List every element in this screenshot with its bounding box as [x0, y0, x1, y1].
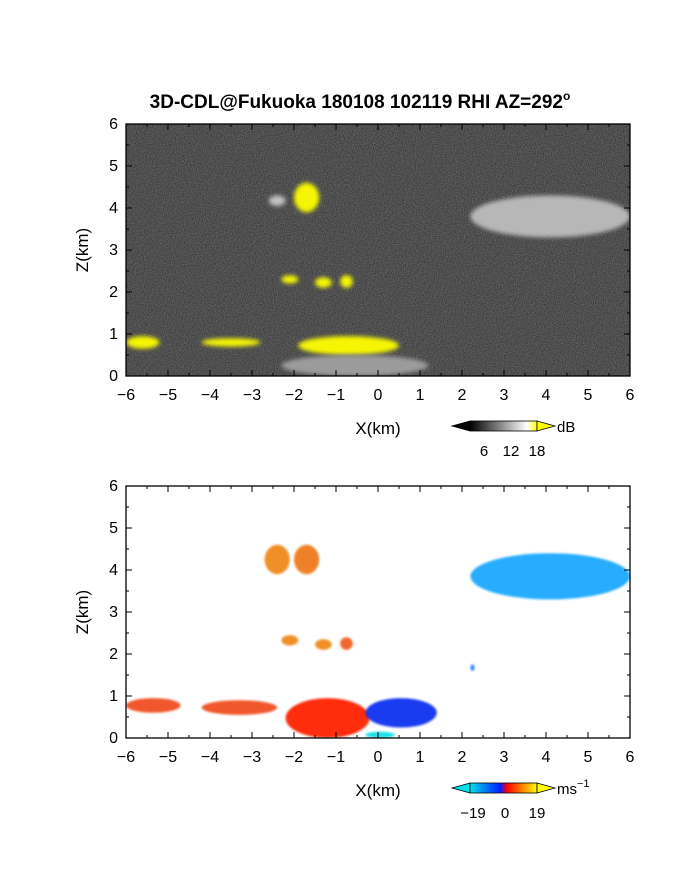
x-tick-label: −3 [243, 749, 261, 766]
echo-region [470, 553, 630, 600]
colorbar-max-arrow [536, 782, 557, 794]
x-tick-label: 2 [458, 749, 467, 766]
colorbar-tick-label: 0 [501, 805, 509, 822]
reflectivity-panel: 3D-CDL@Fukuoka 180108 102119 RHI AZ=292o… [73, 89, 635, 460]
x-tick-label: 0 [374, 749, 383, 766]
x-tick-label: 2 [458, 387, 467, 404]
x-tick-label: −6 [117, 749, 135, 766]
colorbar-unit: ms−1 [557, 778, 590, 798]
y-tick-label: 3 [109, 604, 118, 621]
x-axis-label: X(km) [355, 781, 400, 800]
x-tick-label: 6 [626, 387, 635, 404]
x-tick-label: 3 [500, 387, 509, 404]
y-tick-label: 2 [109, 646, 118, 663]
echo-region [201, 700, 278, 715]
echo-region [365, 698, 437, 728]
colorbar-tick-label: −19 [460, 805, 485, 822]
x-tick-label: 1 [416, 749, 425, 766]
x-tick-label: 4 [542, 387, 551, 404]
echo-region [340, 637, 353, 650]
x-tick-label: −6 [117, 387, 135, 404]
colorbar-tick-label: 18 [529, 443, 546, 460]
axes: −6 −5 −4 −3 −2 −1 0 1 2 3 4 5 6 0 1 2 3 4 5 6 [109, 116, 634, 404]
y-tick-label: 5 [109, 520, 118, 537]
x-tick-label: 4 [542, 749, 551, 766]
echo-region [470, 195, 630, 238]
y-tick-label: 4 [109, 562, 118, 579]
echo-region [126, 698, 181, 713]
echo-region [315, 277, 332, 288]
x-tick-label: 5 [584, 387, 593, 404]
colorbar-tick-label: 12 [503, 443, 520, 460]
echo-region [315, 639, 332, 650]
x-tick-label: −4 [201, 749, 219, 766]
y-tick-label: 4 [109, 200, 118, 217]
x-tick-label: −3 [243, 387, 261, 404]
y-tick-label: 1 [109, 326, 118, 343]
x-tick-label: −2 [285, 749, 303, 766]
noise-texture [126, 124, 630, 376]
colorbar-min-arrow [450, 420, 471, 432]
chart-title: 3D-CDL@Fukuoka 180108 102119 RHI AZ=292o [150, 89, 571, 113]
echo-region [340, 275, 353, 288]
y-tick-label: 6 [109, 478, 118, 495]
x-tick-label: 1 [416, 387, 425, 404]
echo-region [201, 338, 261, 347]
colorbar: ms−1 −19 0 19 [450, 778, 590, 822]
y-tick-label: 6 [109, 116, 118, 133]
velocity-panel: −6 −5 −4 −3 −2 −1 0 1 2 3 4 5 6 0 1 2 3 4 5 6 X(km) Z(km) m… [73, 478, 635, 822]
y-tick-label: 0 [109, 368, 118, 385]
colorbar-min-arrow [450, 782, 471, 794]
x-tick-label: 3 [500, 749, 509, 766]
colorbar: dB 6 12 18 [450, 419, 575, 460]
echo-region [281, 275, 299, 284]
y-tick-label: 5 [109, 158, 118, 175]
x-tick-label: −2 [285, 387, 303, 404]
velocity-features [126, 544, 630, 738]
x-tick-label: −5 [159, 749, 177, 766]
colorbar-unit: dB [557, 419, 575, 436]
echo-region [365, 731, 395, 738]
echo-region [298, 336, 399, 355]
x-tick-label: −4 [201, 387, 219, 404]
echo-region [126, 336, 160, 349]
x-axis-label: X(km) [355, 419, 400, 438]
x-tick-label: 5 [584, 749, 593, 766]
echo-region [281, 635, 299, 646]
y-tick-label: 2 [109, 284, 118, 301]
echo-region [470, 664, 475, 671]
colorbar-max-arrow [536, 420, 557, 432]
colorbar-tick-label: 19 [529, 805, 546, 822]
y-tick-label: 1 [109, 688, 118, 705]
x-tick-label: 0 [374, 387, 383, 404]
echo-region [268, 195, 286, 206]
x-tick-label: −5 [159, 387, 177, 404]
echo-region [264, 544, 290, 575]
y-axis-label: Z(km) [73, 590, 92, 634]
colorbar-tick-label: 6 [480, 443, 488, 460]
x-tick-label: −1 [327, 387, 345, 404]
colorbar-gradient [469, 420, 538, 432]
echo-region [285, 698, 370, 738]
y-axis-label: Z(km) [73, 228, 92, 272]
x-tick-label: 6 [626, 749, 635, 766]
echo-region [281, 355, 429, 376]
echo-features [126, 182, 630, 376]
y-tick-label: 3 [109, 242, 118, 259]
x-tick-label: −1 [327, 749, 345, 766]
colorbar-gradient [469, 782, 538, 794]
y-tick-label: 0 [109, 730, 118, 747]
echo-region [294, 182, 320, 213]
axes: −6 −5 −4 −3 −2 −1 0 1 2 3 4 5 6 0 1 2 3 4 5 6 [109, 478, 634, 766]
echo-region [294, 544, 320, 575]
plot-background [126, 486, 630, 738]
